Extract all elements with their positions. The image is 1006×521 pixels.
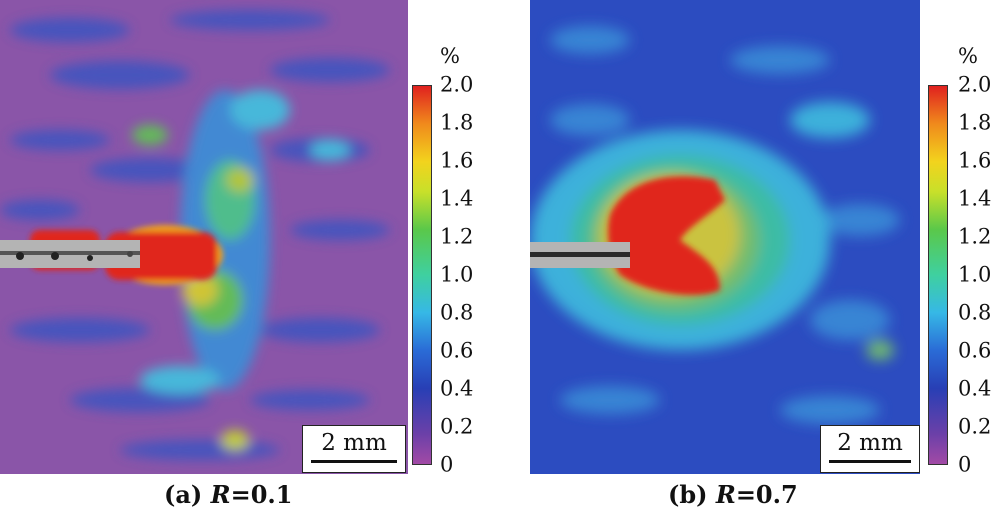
colorbar-tick-label: 0 xyxy=(958,452,972,477)
scale-bar-line xyxy=(829,460,911,463)
colorbar-b xyxy=(928,85,948,465)
colorbar-tick-label: 0.4 xyxy=(958,376,992,401)
scale-bar-line xyxy=(311,460,397,463)
colorbar-tick-label: 0 xyxy=(440,452,454,477)
colorbar-tick-label: 0.2 xyxy=(958,414,992,439)
colorbar-tick-label: 1.6 xyxy=(440,148,474,173)
scale-bar-b: 2 mm xyxy=(820,425,920,473)
colorbar-unit: % xyxy=(958,44,978,68)
strain-field-image-a xyxy=(0,0,408,474)
colorbar-tick-label: 1.4 xyxy=(440,186,474,211)
colorbar-tick-label: 2.0 xyxy=(958,72,992,97)
colorbar-tick-label: 1.8 xyxy=(958,110,992,135)
caption-a: (a) R=0.1 xyxy=(164,480,292,509)
colorbar-tick-label: 1.0 xyxy=(440,262,474,287)
colorbar-tick-label: 0.2 xyxy=(440,414,474,439)
colorbar-tick-label: 1.6 xyxy=(958,148,992,173)
caption-variable: R xyxy=(715,480,736,509)
colorbar-tick-label: 0.8 xyxy=(958,300,992,325)
colorbar-tick-label: 0.6 xyxy=(440,338,474,363)
colorbar-tick-label: 1.2 xyxy=(958,224,992,249)
scale-bar-label: 2 mm xyxy=(321,430,387,456)
colorbar-tick-label: 2.0 xyxy=(440,72,474,97)
colorbar-tick-label: 1.8 xyxy=(440,110,474,135)
colorbar-tick-label: 1.2 xyxy=(440,224,474,249)
colorbar-tick-label: 1.0 xyxy=(958,262,992,287)
colorbar-tick-label: 0.8 xyxy=(440,300,474,325)
caption-variable: R xyxy=(210,480,231,509)
caption-b: (b) R=0.7 xyxy=(668,480,798,509)
colorbar-tick-label: 1.4 xyxy=(958,186,992,211)
caption-prefix: (a) xyxy=(164,480,211,509)
caption-value: =0.1 xyxy=(230,480,293,509)
scale-bar-a: 2 mm xyxy=(302,425,406,473)
strain-field-image-b xyxy=(530,0,920,474)
colorbar-tick-label: 0.6 xyxy=(958,338,992,363)
caption-prefix: (b) xyxy=(668,480,716,509)
colorbar-unit: % xyxy=(440,44,460,68)
colorbar-tick-label: 0.4 xyxy=(440,376,474,401)
colorbar-a xyxy=(412,85,432,465)
scale-bar-label: 2 mm xyxy=(837,430,903,456)
caption-value: =0.7 xyxy=(735,480,798,509)
